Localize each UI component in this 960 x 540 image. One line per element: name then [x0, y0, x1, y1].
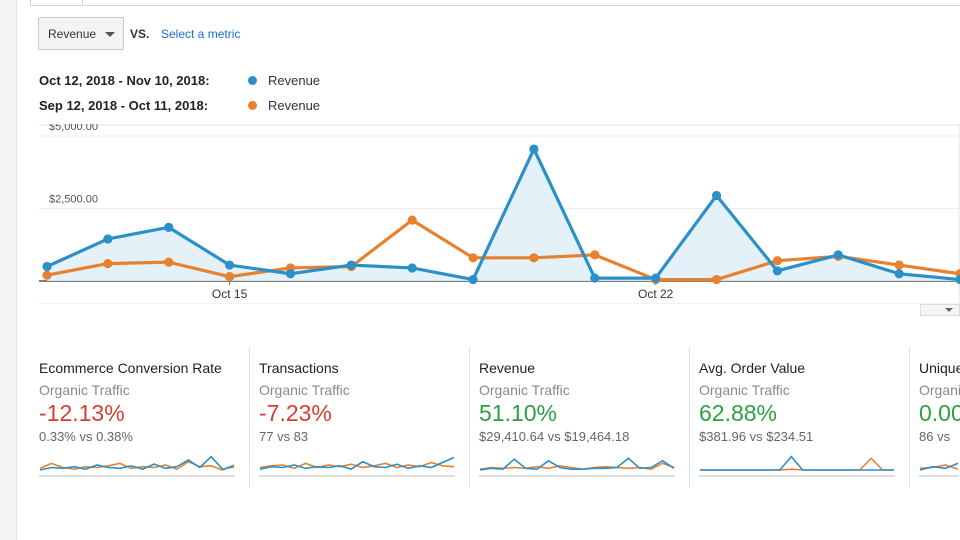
data-point: [590, 273, 600, 283]
sparkline: [919, 462, 959, 477]
data-point: [103, 234, 113, 244]
scorecard-segment: Organic Traffic: [479, 382, 570, 398]
scorecard-segment: Organic Traffic: [259, 382, 350, 398]
data-point: [711, 190, 722, 201]
scorecard-name: Avg. Order Value: [699, 360, 806, 376]
blue-dot-icon: [248, 76, 257, 85]
scorecard-change: -7.23%: [259, 400, 332, 426]
legend-item-current: Oct 12, 2018 - Nov 10, 2018: Revenue: [39, 73, 320, 88]
scorecard-name: Transactions: [259, 360, 339, 376]
data-point: [894, 260, 904, 270]
scorecard-segment: Organic Traffic: [699, 382, 790, 398]
data-point: [711, 274, 722, 285]
data-point: [407, 263, 417, 273]
data-point: [42, 270, 52, 280]
scorecard-name: Ecommerce Conversion Rate: [39, 360, 222, 376]
data-point: [955, 274, 960, 285]
data-point: [285, 269, 296, 279]
scorecard-avg-order-value[interactable]: Avg. Order Value Organic Traffic 62.88% …: [690, 347, 910, 487]
data-point: [164, 222, 174, 232]
sparkline: [39, 455, 235, 477]
scorecard-compare: 86 vs: [919, 429, 951, 444]
sparkline: [699, 455, 895, 477]
chart-options-toggle[interactable]: [920, 304, 960, 316]
sparkline-current: [479, 457, 675, 471]
scorecard-name: Revenue: [479, 360, 536, 376]
data-point: [42, 261, 52, 272]
scorecard-change: 51.10%: [479, 400, 558, 426]
scorecard-segment: Organic Traffic: [39, 382, 130, 398]
sparkline: [479, 457, 675, 477]
series-line: [46, 147, 960, 282]
legend-date-range: Oct 12, 2018 - Nov 10, 2018:: [39, 73, 210, 88]
vs-label: VS.: [130, 27, 150, 41]
data-point: [772, 256, 783, 266]
scorecard-change: -12.13%: [39, 400, 125, 426]
data-point: [407, 215, 417, 225]
sparkline-current: [39, 455, 235, 471]
data-point: [103, 259, 113, 269]
x-tick-label: Oct 22: [638, 287, 674, 301]
data-point: [833, 250, 843, 260]
scorecard-name: Unique: [919, 360, 960, 376]
data-point: [529, 144, 539, 154]
select-metric-link[interactable]: Select a metric: [161, 27, 241, 41]
scorecard-compare: $29,410.64 vs $19,464.18: [479, 429, 630, 444]
legend-date-range: Sep 12, 2018 - Oct 11, 2018:: [39, 98, 209, 113]
data-point: [651, 273, 661, 283]
legend-label: Revenue: [268, 73, 321, 88]
data-point: [225, 272, 235, 282]
left-gutter: [0, 0, 17, 540]
revenue-line-chart: $5,000.00 $2,500.00 Oct 15 Oct 22: [39, 124, 960, 304]
data-point: [164, 257, 174, 267]
data-point: [468, 274, 478, 285]
scorecard-change: 0.00: [919, 400, 960, 426]
scorecard-transactions[interactable]: Transactions Organic Traffic -7.23% 77 v…: [250, 347, 470, 487]
data-point: [529, 253, 539, 263]
sparkline: [259, 456, 455, 477]
series-line: [46, 218, 960, 282]
y-tick-label: $5,000.00: [49, 124, 98, 133]
orange-dot-icon: [248, 101, 257, 110]
sparkline-current: [919, 462, 959, 471]
legend-label: Revenue: [268, 98, 321, 113]
y-tick-label: $2,500.00: [49, 194, 98, 206]
scorecard-change: 62.88%: [699, 400, 778, 426]
sparkline-current: [259, 456, 455, 471]
scorecard-conversion-rate[interactable]: Ecommerce Conversion Rate Organic Traffi…: [30, 347, 250, 487]
scorecard-revenue[interactable]: Revenue Organic Traffic 51.10% $29,410.6…: [470, 347, 690, 487]
data-point: [894, 269, 904, 279]
data-point: [590, 250, 600, 260]
sparkline-current: [700, 455, 894, 471]
data-point: [346, 260, 356, 270]
data-point: [772, 266, 783, 276]
x-tick-label: Oct 15: [212, 287, 248, 301]
tab-strip: [30, 0, 960, 6]
metric-select-value: Revenue: [48, 26, 97, 41]
scorecard-segment: Organic: [919, 382, 960, 398]
scorecard-row: Ecommerce Conversion Rate Organic Traffi…: [30, 347, 960, 487]
caret-down-icon: [105, 32, 115, 37]
scorecard-compare: 77 vs 83: [259, 429, 309, 444]
data-point: [225, 260, 235, 270]
scorecard-compare: $381.96 vs $234.51: [699, 429, 814, 444]
caret-down-icon: [945, 308, 953, 312]
legend-item-previous: Sep 12, 2018 - Oct 11, 2018: Revenue: [39, 98, 320, 113]
scorecard-unique[interactable]: Unique Organic 0.00 86 vs: [910, 347, 960, 487]
metric-select[interactable]: Revenue: [38, 17, 124, 50]
scorecard-compare: 0.33% vs 0.38%: [39, 429, 133, 444]
data-point: [468, 253, 478, 263]
tab-strip-stub: [30, 0, 83, 5]
